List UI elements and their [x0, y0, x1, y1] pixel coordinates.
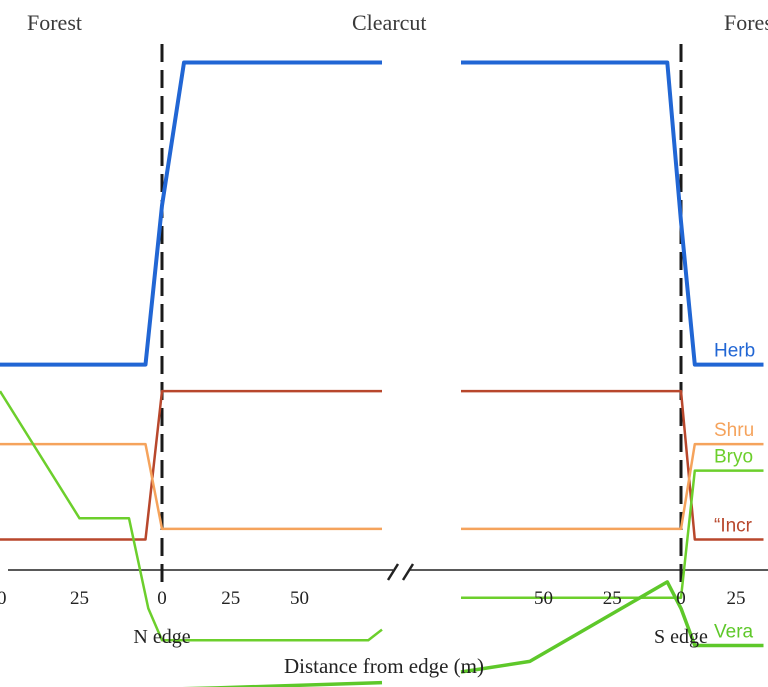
axis-break-mark-1 [386, 563, 400, 581]
series-label-bryophytes: Bryo [714, 447, 753, 468]
north-edge-label: N edge [133, 626, 190, 648]
tick-label-south-2: 0 [676, 588, 686, 609]
tick-label-north-3: 25 [221, 588, 240, 609]
series-line-herbs-south [461, 60, 764, 367]
axis-break-mark-2 [401, 563, 415, 581]
series-line-herbs-north [0, 60, 382, 367]
region-label-right-forest: Forest [724, 10, 768, 35]
tick-label-south-0: 50 [534, 588, 553, 609]
series-label-increaser: “Incr [714, 516, 753, 537]
region-label-clearcut: Clearcut [352, 10, 427, 35]
tick-label-north-2: 0 [157, 588, 167, 609]
series-line-shrubs-south [461, 442, 764, 531]
series-line-shrubs-north [0, 442, 382, 531]
series-line-bryophytes-south [461, 469, 764, 600]
series-line-veratrum-south [460, 580, 764, 674]
tick-label-north-4: 50 [290, 588, 309, 609]
series-line-increaser-south [461, 389, 764, 541]
series-line-veratrum-north [182, 680, 383, 687]
region-label-left-forest: Forest [27, 10, 82, 35]
series-label-herbs: Herb [714, 341, 755, 362]
series-label-layer: Herb “Incr Shru Bryo Vera [714, 341, 755, 643]
tick-label-north-1: 25 [70, 588, 89, 609]
tick-label-south-1: 25 [603, 588, 622, 609]
south-edge-label: S edge [654, 626, 708, 648]
series-layer [0, 60, 764, 687]
series-line-bryophytes-north [0, 390, 383, 642]
series-label-shrubs: Shru [714, 420, 754, 441]
tick-layer: 50 25 0 25 50 50 25 0 25 [0, 588, 746, 609]
series-label-veratrum: Vera [714, 622, 754, 643]
series-line-increaser-north [0, 389, 382, 541]
x-axis-title: Distance from edge (m) [284, 654, 484, 678]
tick-label-south-3: 25 [727, 588, 746, 609]
tick-label-north-0: 50 [0, 588, 7, 609]
